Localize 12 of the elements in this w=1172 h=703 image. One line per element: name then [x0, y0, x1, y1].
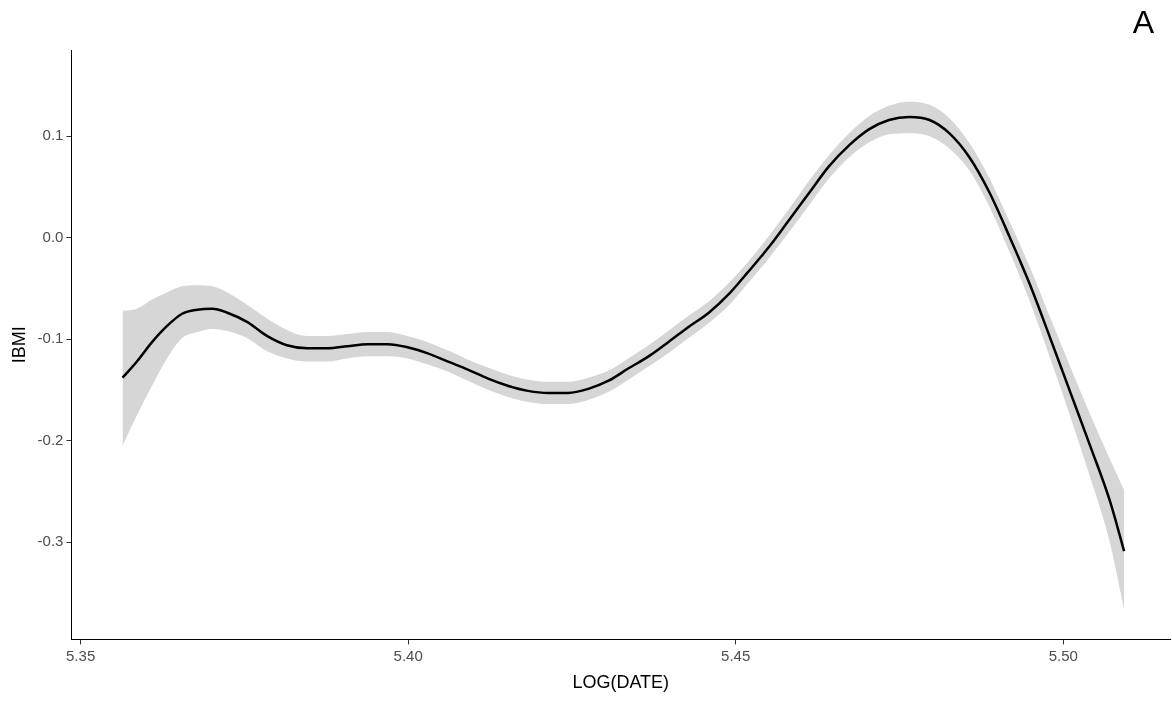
x-tick-label: 5.40: [393, 646, 423, 664]
y-tick-label: -0.2: [37, 430, 64, 448]
x-tick-label: 5.35: [66, 646, 96, 664]
y-axis-title: IBMI: [8, 326, 29, 364]
x-tick-label: 5.50: [1048, 646, 1078, 664]
y-tick-label: -0.1: [37, 329, 64, 347]
y-tick-label: 0.0: [42, 227, 64, 245]
text: A: [1132, 3, 1155, 40]
y-tick-label: 0.1: [42, 126, 64, 144]
y-tick-label: -0.3: [37, 532, 64, 550]
x-tick-label: 5.45: [721, 646, 751, 664]
x-axis-title: LOG(DATE): [572, 672, 670, 693]
